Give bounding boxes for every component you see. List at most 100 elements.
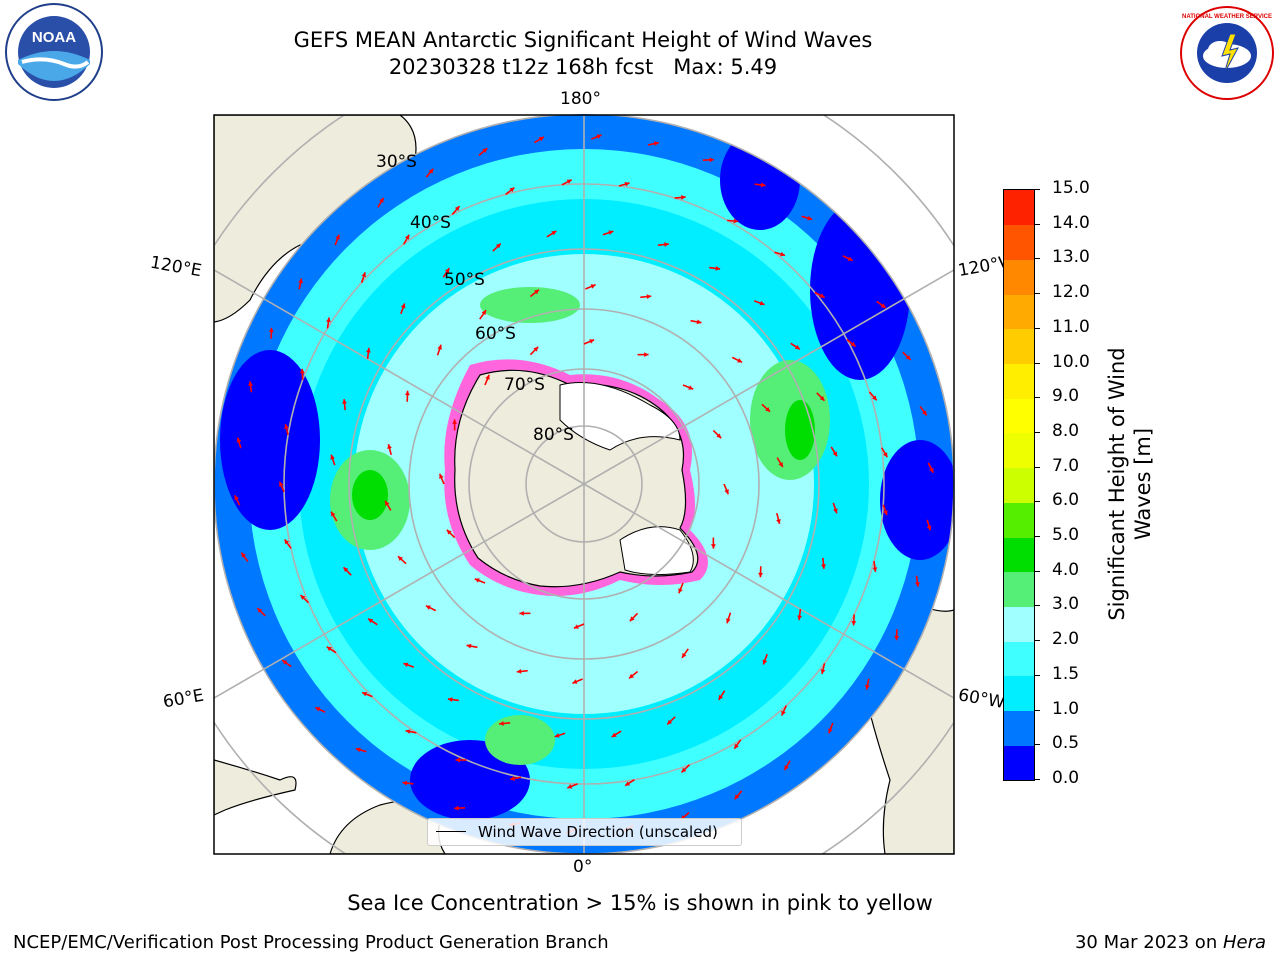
lat-label-40s: 40°S [410, 213, 451, 233]
colorbar-swatches [1004, 190, 1034, 781]
wind-wave-arrowhead [509, 187, 515, 193]
lat-label-70s: 70°S [504, 375, 545, 395]
wind-wave-arrowhead [644, 352, 649, 358]
colorbar-tick-label: 15.0 [1052, 178, 1090, 198]
wind-wave-arrowhead [284, 424, 289, 430]
wind-wave-arrowhead [499, 721, 504, 726]
footer-host: Hera [1222, 932, 1266, 953]
wave-patch-green-south [485, 715, 555, 765]
colorbar-swatch [1004, 502, 1034, 538]
wind-wave-arrowhead [734, 794, 740, 800]
wind-wave-arrowhead [929, 467, 934, 473]
wind-wave-arrowhead [326, 317, 331, 323]
wind-wave-arrowhead [590, 284, 596, 289]
wind-wave-arrowhead [872, 395, 877, 401]
legend-label: Wind Wave Direction (unscaled) [478, 823, 718, 841]
wind-wave-arrowhead [872, 567, 878, 572]
map-legend: Wind Wave Direction (unscaled) [427, 818, 742, 846]
wind-wave-arrowhead [326, 646, 332, 652]
wind-wave-arrowhead [833, 508, 838, 514]
wind-wave-arrowhead [653, 141, 659, 146]
wind-wave-arrowhead [454, 805, 459, 811]
wind-wave-arrowhead [865, 684, 870, 690]
colorbar-tick-label: 1.5 [1052, 663, 1080, 684]
wave-patch-green-north [480, 287, 580, 323]
ocean-patch-dark-se [880, 440, 954, 560]
wind-wave-arrowhead [366, 347, 371, 353]
wind-wave-arrows [234, 134, 934, 834]
ross-ice-shelf [559, 382, 681, 451]
wind-wave-arrowhead [362, 691, 368, 697]
colorbar-tick-mark [1034, 640, 1040, 642]
wind-wave-arrowhead [759, 300, 765, 306]
wind-wave-arrowhead [397, 556, 403, 561]
wind-wave-arrowhead [724, 489, 729, 495]
colorbar-swatch [1004, 259, 1034, 295]
colorbar-swatch [1004, 224, 1034, 260]
lat-label-80s: 80°S [533, 425, 574, 445]
wind-wave-arrowhead [807, 215, 813, 221]
wind-wave-arrowhead [667, 719, 673, 725]
wind-wave-arrowhead [400, 303, 406, 309]
wind-wave-arrowhead [794, 344, 800, 350]
colorbar-label: Significant Height of Wind Waves [m] [1105, 347, 1155, 621]
wind-wave-arrowhead [482, 148, 488, 153]
lon-label-180: 180° [560, 89, 601, 109]
wind-wave-arrowhead [331, 511, 336, 517]
wind-wave-arrowhead [446, 529, 452, 535]
wind-wave-arrowhead [385, 500, 390, 506]
wind-wave-arrowhead [241, 552, 246, 558]
ocean-patch-dark-west [220, 350, 320, 530]
colorbar-tick-mark [1034, 223, 1040, 225]
wind-wave-arrowhead [404, 234, 410, 240]
wind-wave-arrowhead [454, 206, 460, 212]
wind-wave-arrowhead [681, 652, 687, 658]
map-frame [213, 114, 955, 855]
wind-wave-arrowhead [611, 732, 617, 737]
wind-wave-arrowhead [832, 451, 837, 457]
colorbar-tick-label: 9.0 [1052, 386, 1080, 407]
footer-date: 30 Mar 2023 on [1074, 932, 1223, 953]
wind-wave-arrowhead [554, 733, 560, 738]
wind-wave-arrowhead [437, 344, 442, 350]
wind-wave-arrowhead [696, 319, 702, 325]
wind-wave-arrowhead [821, 564, 826, 569]
colorbar-tick-label: 4.0 [1052, 559, 1080, 580]
colorbar-tick-mark [1034, 674, 1040, 676]
wind-wave-arrowhead [608, 230, 614, 235]
colorbar-swatch [1004, 537, 1034, 573]
colorbar-swatch [1004, 363, 1034, 399]
colorbar-tick-mark [1034, 397, 1040, 399]
wind-wave-arrowhead [566, 179, 572, 184]
colorbar-tick-mark [1034, 605, 1040, 607]
wind-wave-arrowhead [850, 341, 856, 347]
wind-wave-arrowhead [820, 669, 826, 674]
wave-patch-greener-west [352, 470, 388, 520]
wind-wave-arrowhead [716, 433, 722, 439]
wind-wave-arrowhead [758, 572, 763, 578]
footer-left: NCEP/EMC/Verification Post Processing Pr… [13, 932, 609, 953]
wind-wave-arrowhead [851, 620, 857, 626]
wind-wave-arrowhead [776, 518, 781, 524]
wind-wave-arrowhead [926, 525, 932, 531]
wind-wave-arrowhead [236, 437, 242, 443]
colorbar-swatch [1004, 641, 1034, 677]
colorbar-swatch [1004, 294, 1034, 330]
wind-wave-arrowhead [589, 339, 595, 344]
graticule [214, 115, 954, 854]
wind-wave-arrowhead [379, 197, 384, 203]
wind-wave-arrowhead [819, 395, 825, 401]
colorbar-tick-mark [1034, 744, 1040, 746]
colorbar-tick-label: 12.0 [1052, 282, 1090, 303]
wind-wave-arrowhead [510, 776, 515, 781]
wind-wave-arrowhead [402, 780, 408, 786]
wind-wave-arrowhead [257, 608, 263, 613]
wind-wave-arrowhead [778, 462, 783, 468]
weddell-ice-shelf [619, 526, 694, 576]
wind-wave-arrowhead [629, 673, 634, 679]
colorbar-swatch [1004, 398, 1034, 434]
wind-wave-arrowhead [335, 234, 340, 240]
wind-wave-arrowhead [733, 218, 739, 224]
wind-wave-arrowhead [797, 615, 802, 621]
